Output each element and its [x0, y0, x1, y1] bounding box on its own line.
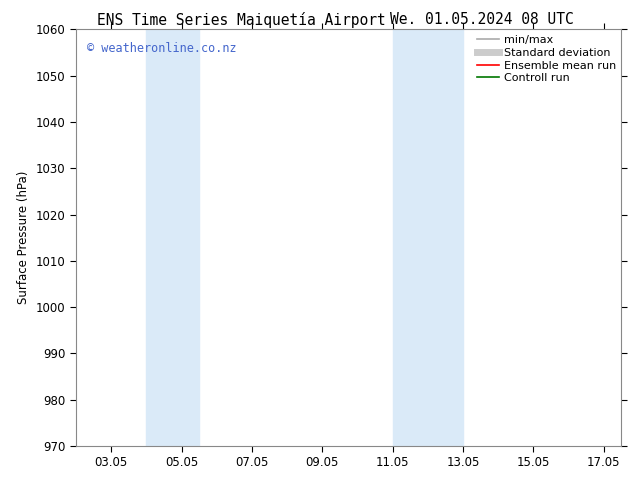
Legend: min/max, Standard deviation, Ensemble mean run, Controll run: min/max, Standard deviation, Ensemble me… — [475, 33, 618, 86]
Bar — [392, 29, 463, 446]
Y-axis label: Surface Pressure (hPa): Surface Pressure (hPa) — [17, 171, 30, 304]
Text: We. 01.05.2024 08 UTC: We. 01.05.2024 08 UTC — [390, 12, 574, 27]
Text: ENS Time Series Maiquetía Airport: ENS Time Series Maiquetía Airport — [96, 12, 385, 28]
Text: © weatheronline.co.nz: © weatheronline.co.nz — [87, 42, 236, 55]
Bar — [146, 29, 199, 446]
